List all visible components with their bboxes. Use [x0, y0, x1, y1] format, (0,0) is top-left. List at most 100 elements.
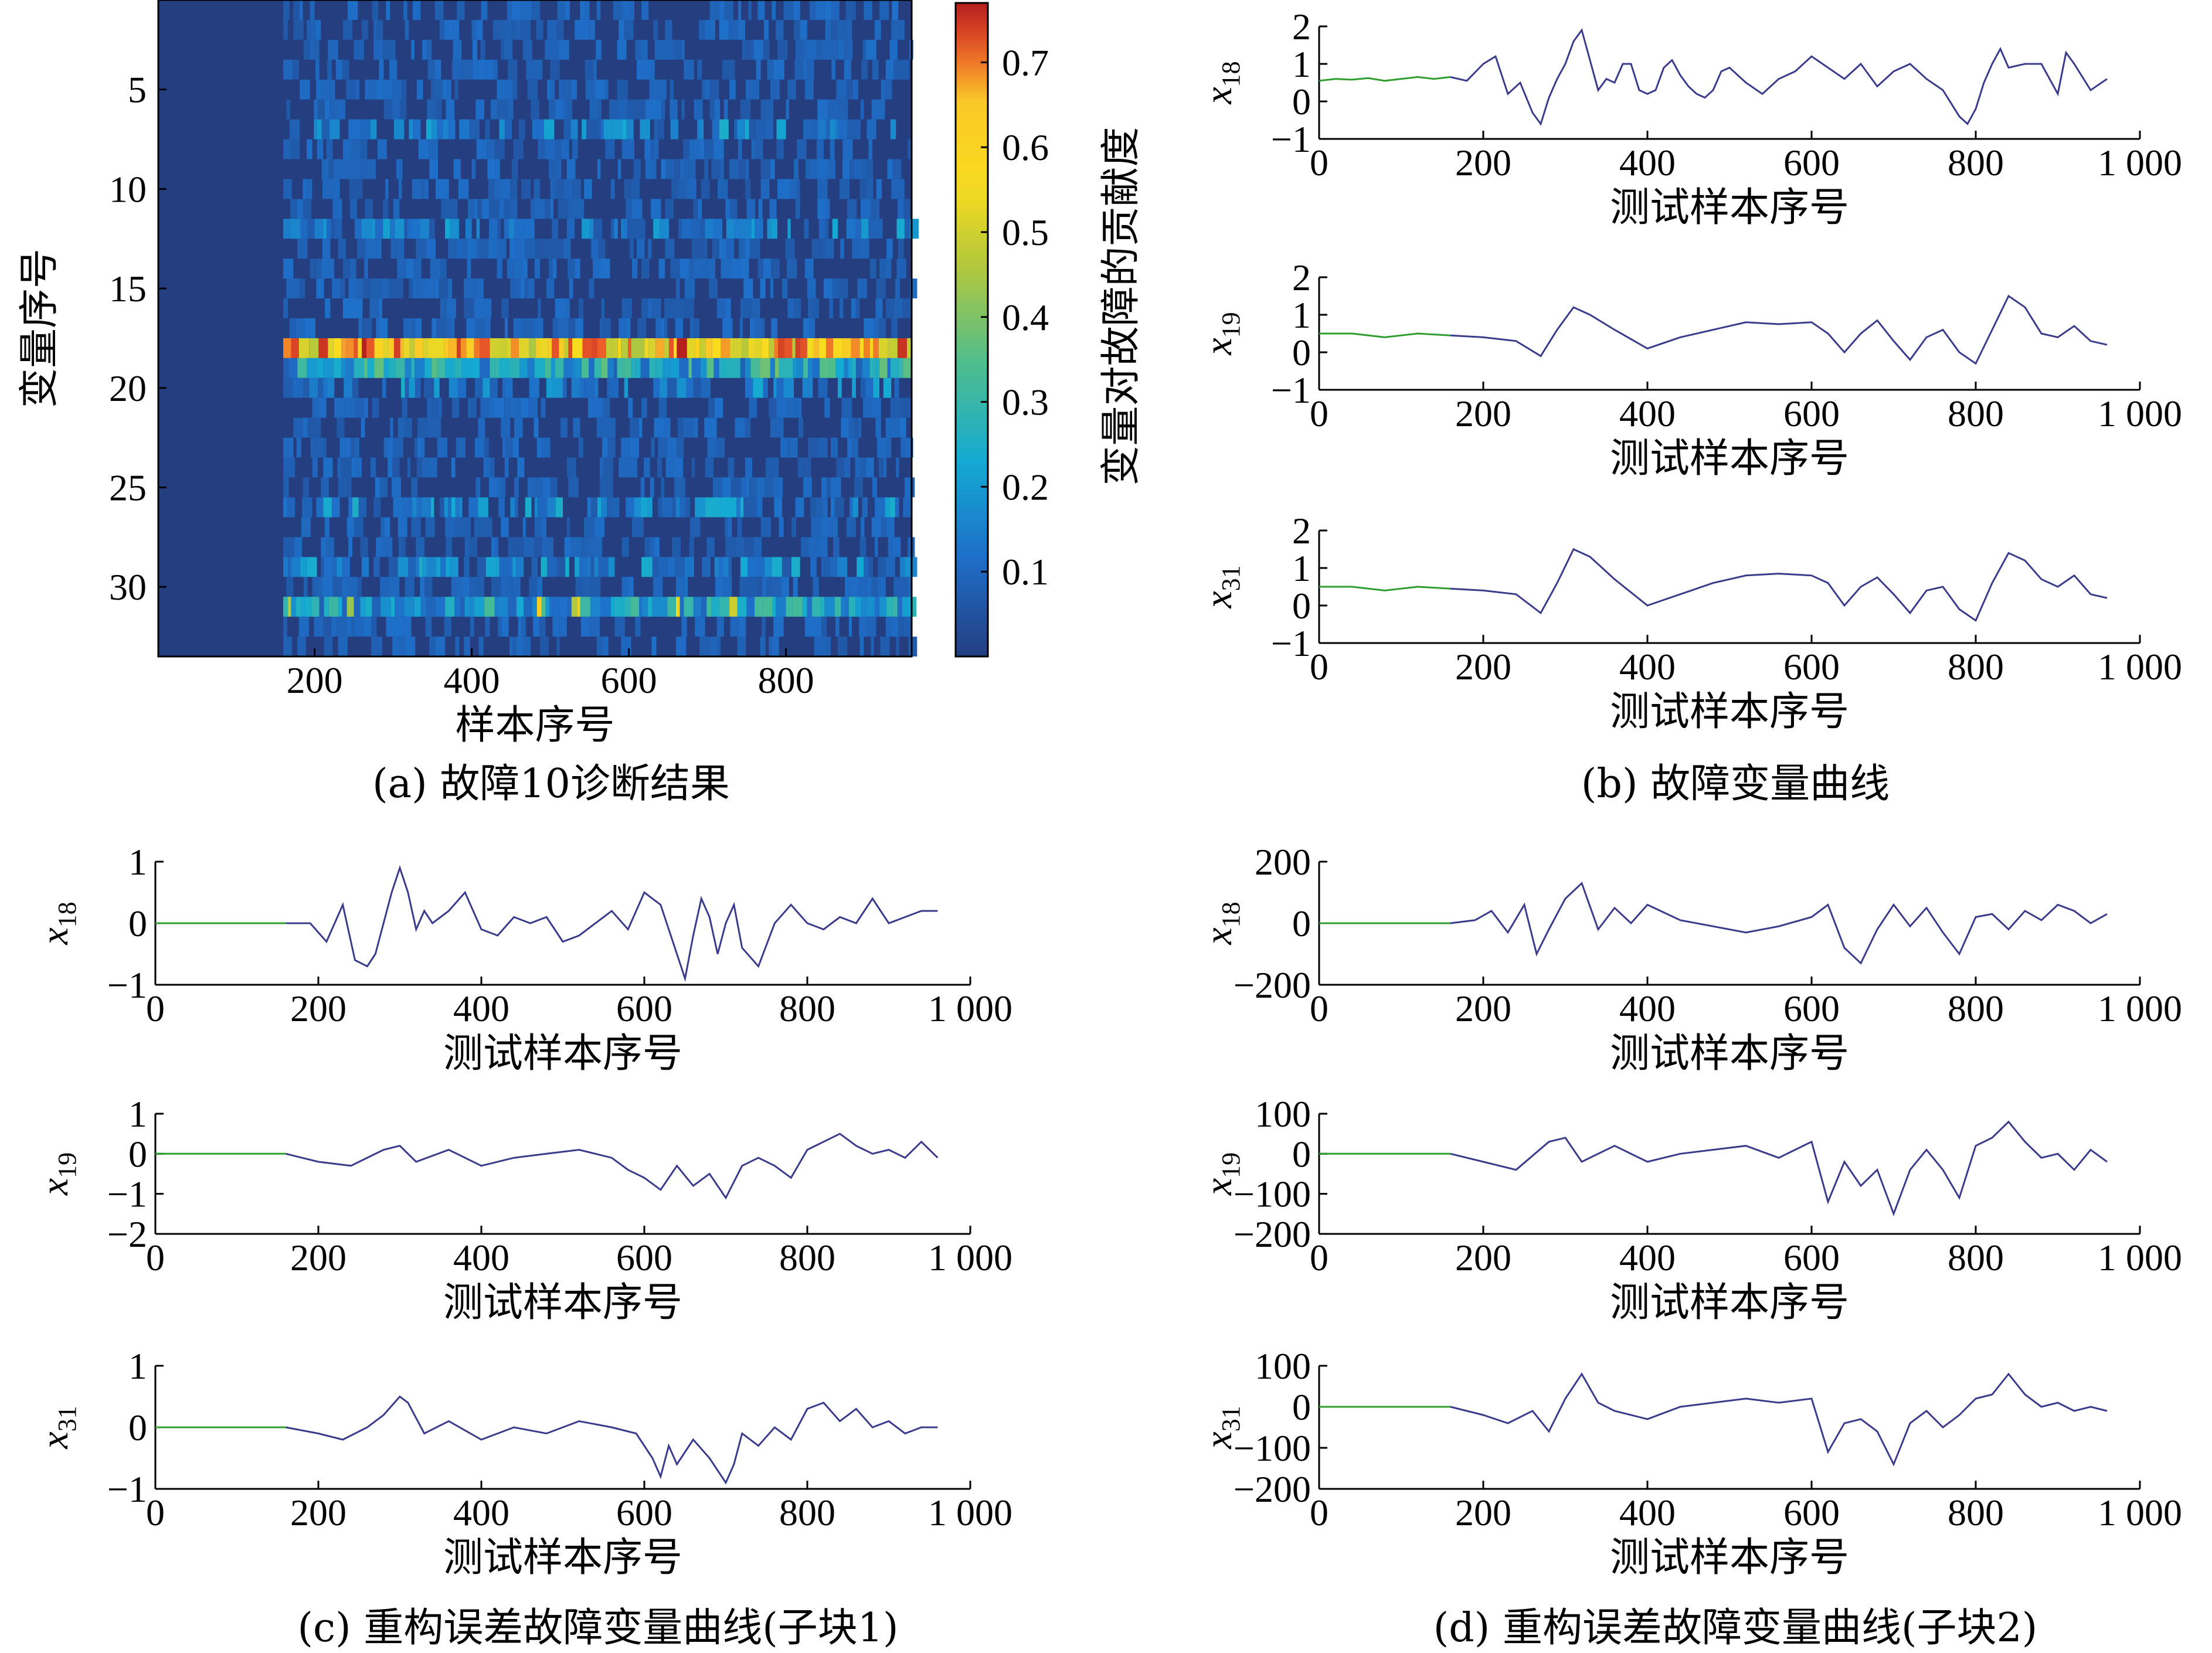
x-tick-label: 0	[146, 988, 165, 1029]
heatmap-cell	[881, 79, 885, 100]
heatmap-cell	[771, 219, 777, 239]
y-axis-label: x31	[1197, 565, 1245, 608]
heatmap-cell	[711, 159, 720, 179]
heatmap-cell	[428, 457, 437, 478]
heatmap-cell	[763, 39, 770, 60]
heatmap-cell	[803, 39, 807, 60]
heatmap-cell	[593, 59, 597, 80]
heatmap-cell	[890, 119, 896, 140]
heatmap-cell	[455, 497, 460, 518]
heatmap-cell	[303, 477, 310, 498]
heatmap-cell	[457, 377, 467, 398]
heatmap-cell	[810, 497, 816, 518]
heatmap-cell	[547, 19, 557, 40]
heatmap-cell	[296, 437, 301, 458]
heatmap-cell	[661, 318, 664, 338]
heatmap-cell	[697, 119, 701, 140]
heatmap-cell	[596, 39, 602, 60]
heatmap-cell	[755, 139, 763, 159]
heatmap-cell	[825, 219, 828, 239]
y-tick-label: −1	[107, 964, 147, 1006]
heatmap-cell	[497, 617, 502, 637]
heatmap-cell	[323, 358, 334, 378]
heatmap-cell	[637, 59, 643, 80]
heatmap-cell	[816, 497, 823, 518]
heatmap-cell	[770, 417, 774, 438]
heatmap-cell	[859, 617, 868, 637]
heatmap-cell	[818, 537, 828, 557]
heatmap-cell	[802, 597, 807, 617]
heatmap-cell	[634, 497, 641, 518]
heatmap-cell	[476, 139, 484, 159]
heatmap-cell	[512, 19, 517, 40]
heatmap-cell	[658, 557, 664, 577]
heatmap-cell	[575, 557, 580, 577]
heatmap-cell	[589, 99, 599, 120]
y-tick-label: 1	[128, 841, 147, 883]
heatmap-cell	[704, 159, 708, 179]
heatmap-cell	[895, 497, 899, 518]
heatmap-cell	[684, 298, 694, 318]
x-tick-label: 400	[453, 1492, 509, 1533]
heatmap-cell	[334, 219, 342, 239]
panel-a-heatmap: 200 400 600 80051015202530样本序号变量序号0.10.20.3…	[16, 0, 1144, 749]
heatmap-cell	[445, 597, 455, 617]
heatmap-cell	[558, 377, 563, 398]
heatmap-cell	[640, 119, 650, 140]
heatmap-cell	[519, 358, 528, 378]
colorbar-tick-label: 0.1	[1002, 551, 1049, 593]
y-tick-label: 0	[128, 1407, 147, 1448]
heatmap-cell	[396, 159, 403, 179]
heatmap-cell	[384, 517, 390, 538]
y-tick-label: 10	[109, 168, 147, 210]
heatmap-cell	[436, 99, 442, 120]
heatmap-cell	[846, 219, 855, 239]
heatmap-cell	[665, 19, 672, 40]
heatmap-cell	[457, 239, 463, 259]
heatmap-cell	[571, 358, 575, 378]
heatmap-cell	[355, 457, 362, 478]
heatmap-cell	[429, 219, 435, 239]
heatmap-cell	[889, 39, 898, 60]
heatmap-cell	[808, 377, 813, 398]
heatmap-cell	[375, 219, 383, 239]
heatmap-cell	[831, 437, 838, 458]
heatmap-cell	[520, 278, 525, 299]
heatmap-cell	[730, 199, 738, 219]
heatmap-cell	[469, 119, 480, 140]
heatmap-cell	[305, 179, 312, 199]
heatmap-cell	[318, 99, 325, 120]
heatmap-cell	[808, 437, 818, 458]
heatmap-cell	[781, 278, 788, 299]
heatmap-cell	[446, 79, 451, 100]
heatmap-cell	[405, 19, 409, 40]
heatmap-cell	[512, 557, 516, 577]
heatmap-cell	[867, 119, 876, 140]
heatmap-cell	[739, 239, 745, 259]
heatmap-cell	[518, 617, 522, 637]
heatmap-cell	[571, 79, 577, 100]
x-tick-label: 400	[1619, 988, 1676, 1029]
heatmap-cell	[422, 39, 427, 60]
heatmap-cell	[309, 338, 319, 358]
heatmap-cell	[550, 477, 558, 498]
heatmap-cell	[376, 239, 382, 259]
heatmap-cell	[655, 338, 664, 358]
heatmap-cell	[670, 259, 680, 279]
heatmap-cell	[303, 417, 308, 438]
heatmap-cell	[352, 159, 361, 179]
heatmap-cell	[293, 377, 303, 398]
heatmap-cell	[318, 397, 327, 418]
heatmap-cell	[846, 79, 853, 100]
heatmap-cell	[808, 358, 813, 378]
heatmap-cell	[641, 397, 647, 418]
heatmap-cell	[885, 79, 892, 100]
heatmap-cell	[778, 338, 784, 358]
heatmap-cell	[441, 199, 451, 219]
heatmap-cell	[762, 597, 773, 617]
heatmap-cell	[376, 19, 383, 40]
heatmap-cell	[415, 318, 422, 338]
heatmap-cell	[769, 637, 772, 657]
